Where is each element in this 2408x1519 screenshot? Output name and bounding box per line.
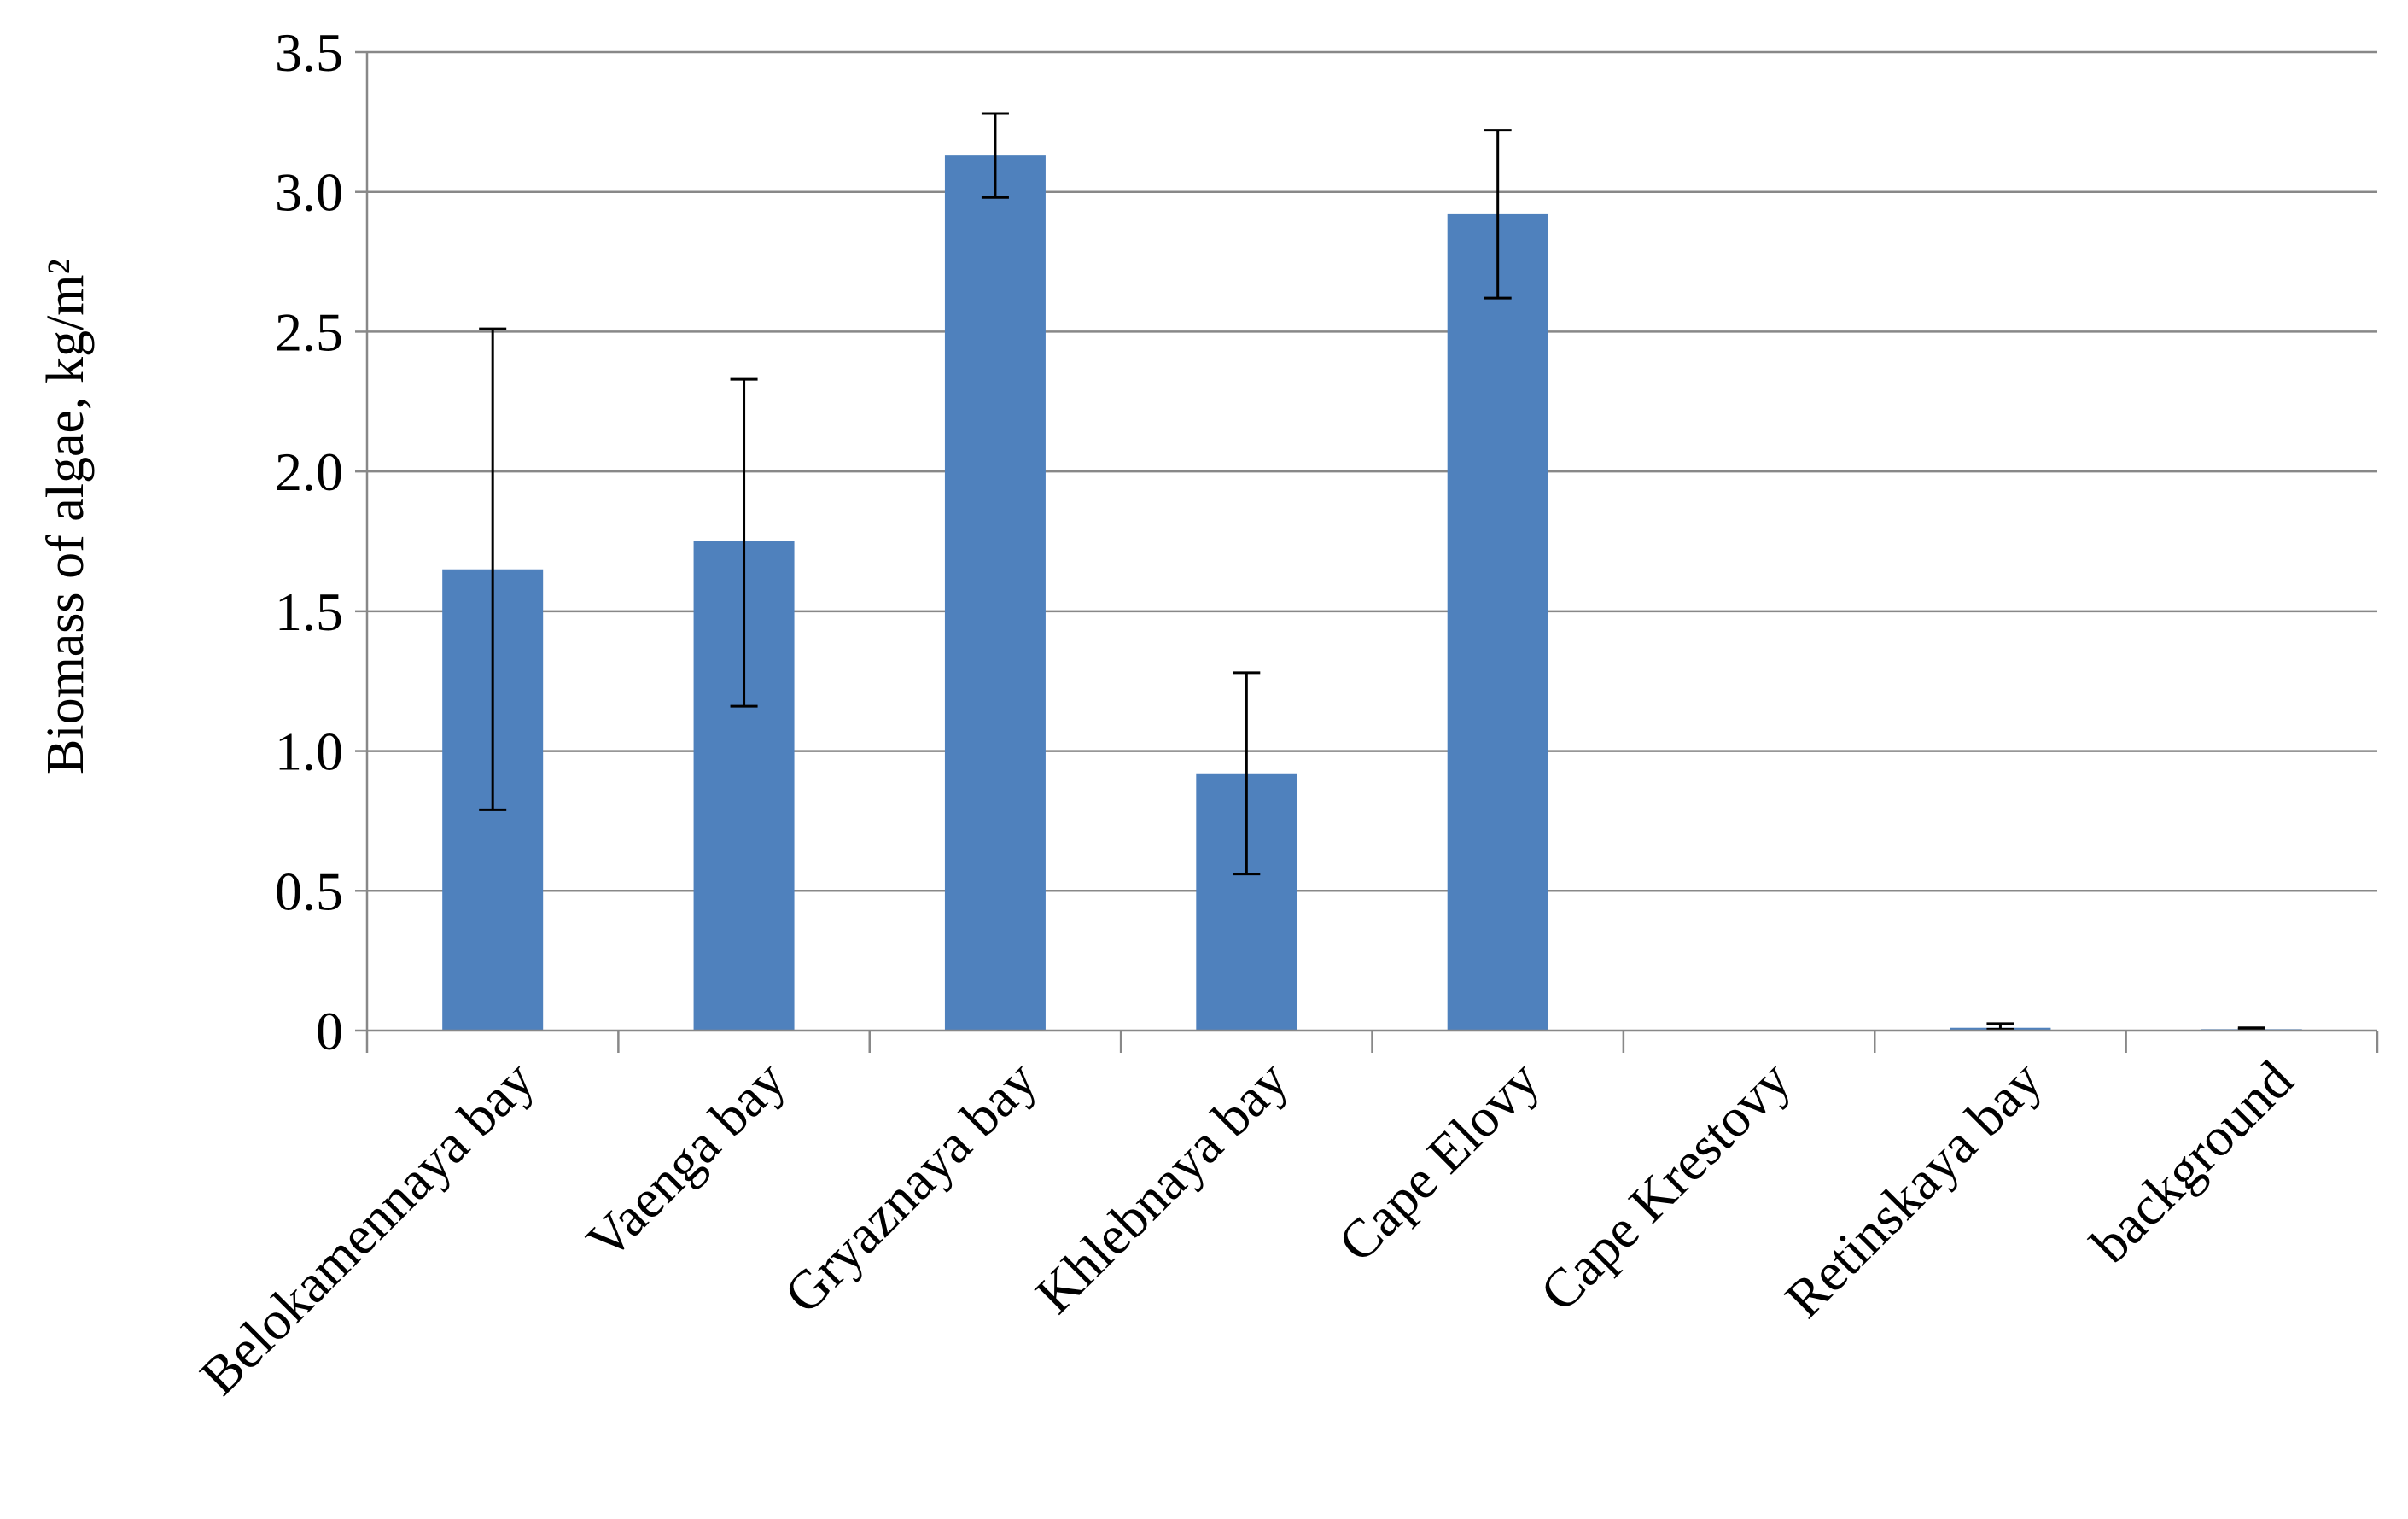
- bars: [442, 155, 2302, 1031]
- y-tick-labels: 0 0.5 1.0 1.5 2.0 2.5 3.0 3.5: [275, 22, 343, 1061]
- y-tick-label: 2.5: [275, 301, 343, 362]
- x-tick-label: Vaenga bay: [574, 1049, 796, 1271]
- bar: [944, 155, 1046, 1031]
- y-axis-label: Biomass of algae, kg/m²: [37, 259, 95, 774]
- x-tick-label: Cape Krestovy: [1529, 1049, 1802, 1323]
- y-tick-label: 1.0: [275, 722, 343, 782]
- x-tick-label: Belokamennaya bay: [189, 1049, 545, 1406]
- y-tick-label: 3.5: [275, 22, 343, 83]
- x-tick-label: Retinskaya bay: [1773, 1049, 2053, 1329]
- y-tick-label: 3.0: [275, 162, 343, 223]
- y-tick-label: 1.5: [275, 581, 343, 642]
- x-tick-label: background: [2079, 1049, 2305, 1275]
- bar: [1447, 213, 1548, 1031]
- axes: [355, 50, 2379, 1053]
- x-tick-label: Khlebnaya bay: [1023, 1049, 1299, 1325]
- x-tick-label: Gryaznaya bay: [773, 1049, 1048, 1325]
- gridlines: [367, 50, 2377, 892]
- error-bars: [479, 112, 2265, 1031]
- y-tick-label: 2.0: [275, 441, 343, 502]
- y-tick-label: 0: [316, 1001, 343, 1061]
- x-tick-label: Cape Elovy: [1326, 1049, 1551, 1274]
- y-tick-label: 0.5: [275, 861, 343, 921]
